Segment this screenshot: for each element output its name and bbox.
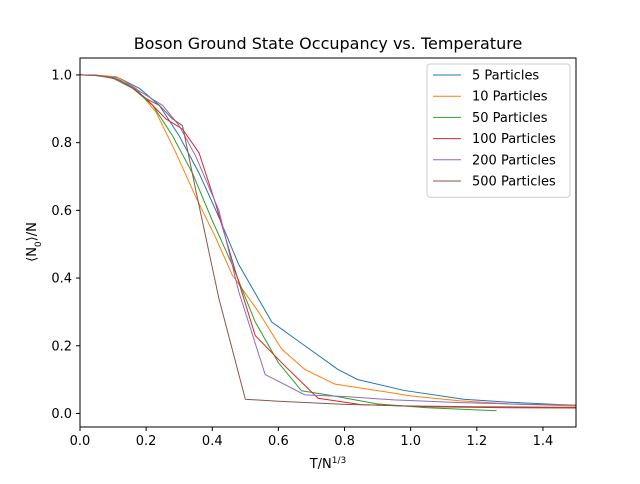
axis-label-part: T/N xyxy=(309,457,332,472)
series-line-3 xyxy=(80,74,497,412)
x-tick-label: 0.6 xyxy=(268,434,289,449)
series-line-2 xyxy=(80,74,576,407)
y-tick-label: 0.2 xyxy=(51,339,72,354)
axis-label-part: 0 xyxy=(34,241,44,247)
legend-label-4: 100 Particles xyxy=(472,132,556,147)
y-tick-label: 0.6 xyxy=(51,204,72,219)
legend-label-2: 10 Particles xyxy=(472,90,548,105)
legend-label-6: 500 Particles xyxy=(472,175,556,190)
axis-ticks: 0.0 0.2 0.4 0.6 0.8 1.0 1.2 1.4 0.0 0.2 0.4 0.6 0.8 1… xyxy=(51,68,553,449)
y-tick-label: 0.8 xyxy=(51,136,72,151)
y-tick-label: 0.4 xyxy=(51,272,72,287)
x-tick-label: 1.4 xyxy=(533,434,554,449)
series-line-1 xyxy=(80,74,576,406)
y-tick-label: 0.0 xyxy=(51,407,72,422)
legend-label-1: 5 Particles xyxy=(472,69,539,84)
axes-frame xyxy=(79,57,577,428)
plot-area xyxy=(80,74,576,412)
x-tick-label: 1.2 xyxy=(466,434,487,449)
axis-label-part: ⟩/N xyxy=(25,222,40,241)
legend-box xyxy=(426,63,571,198)
x-axis-label: T/N1/3 xyxy=(309,456,347,472)
x-tick-label: 0.8 xyxy=(334,434,355,449)
y-tick-label: 1.0 xyxy=(51,68,72,83)
legend: 5 Particles 10 Particles 50 Particles 100 P… xyxy=(426,63,571,198)
y-axis-label: ⟨N0⟩/N xyxy=(25,222,44,262)
x-tick-label: 1.0 xyxy=(400,434,421,449)
x-tick-label: 0.2 xyxy=(136,434,157,449)
series-line-6 xyxy=(80,74,576,408)
legend-label-5: 200 Particles xyxy=(472,153,556,168)
chart-title: Boson Ground State Occupancy vs. Tempera… xyxy=(134,34,523,53)
x-tick-label: 0.0 xyxy=(70,434,91,449)
axis-label-part: ⟨N xyxy=(25,247,40,262)
legend-label-3: 50 Particles xyxy=(472,111,548,126)
series-lines xyxy=(80,74,576,412)
axis-label-part: 1/3 xyxy=(332,456,346,466)
x-tick-label: 0.4 xyxy=(202,434,223,449)
